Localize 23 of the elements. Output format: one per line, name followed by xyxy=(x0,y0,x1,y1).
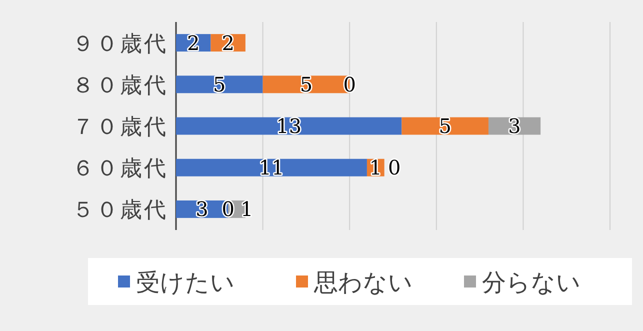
data-label: 1 xyxy=(369,156,382,180)
y-tick-label: ６０歳代 xyxy=(72,156,168,182)
y-tick-label: ７０歳代 xyxy=(72,115,168,140)
data-label: 11 xyxy=(258,156,284,180)
data-label: 0 xyxy=(388,156,401,180)
data-label: 3 xyxy=(196,197,208,222)
y-tick-label: ５０歳代 xyxy=(72,198,168,224)
data-label: 2 xyxy=(222,30,234,55)
y-tick-label: ８０歳代 xyxy=(72,73,168,98)
data-label: 13 xyxy=(276,114,302,138)
legend-label: 分らない xyxy=(482,268,581,296)
bar xyxy=(176,158,367,176)
data-label: 3 xyxy=(508,114,521,138)
data-label: 5 xyxy=(213,72,226,96)
data-label: 0 xyxy=(343,72,356,96)
legend-label: 思わない xyxy=(313,268,413,296)
data-label: 2 xyxy=(186,30,200,55)
bar xyxy=(176,117,402,135)
y-tick-label: ９０歳代 xyxy=(72,32,168,57)
data-label: 5 xyxy=(438,114,452,138)
data-label: 1 xyxy=(240,197,254,222)
legend-label: 受けたい xyxy=(136,268,235,296)
data-label: 5 xyxy=(300,72,313,96)
